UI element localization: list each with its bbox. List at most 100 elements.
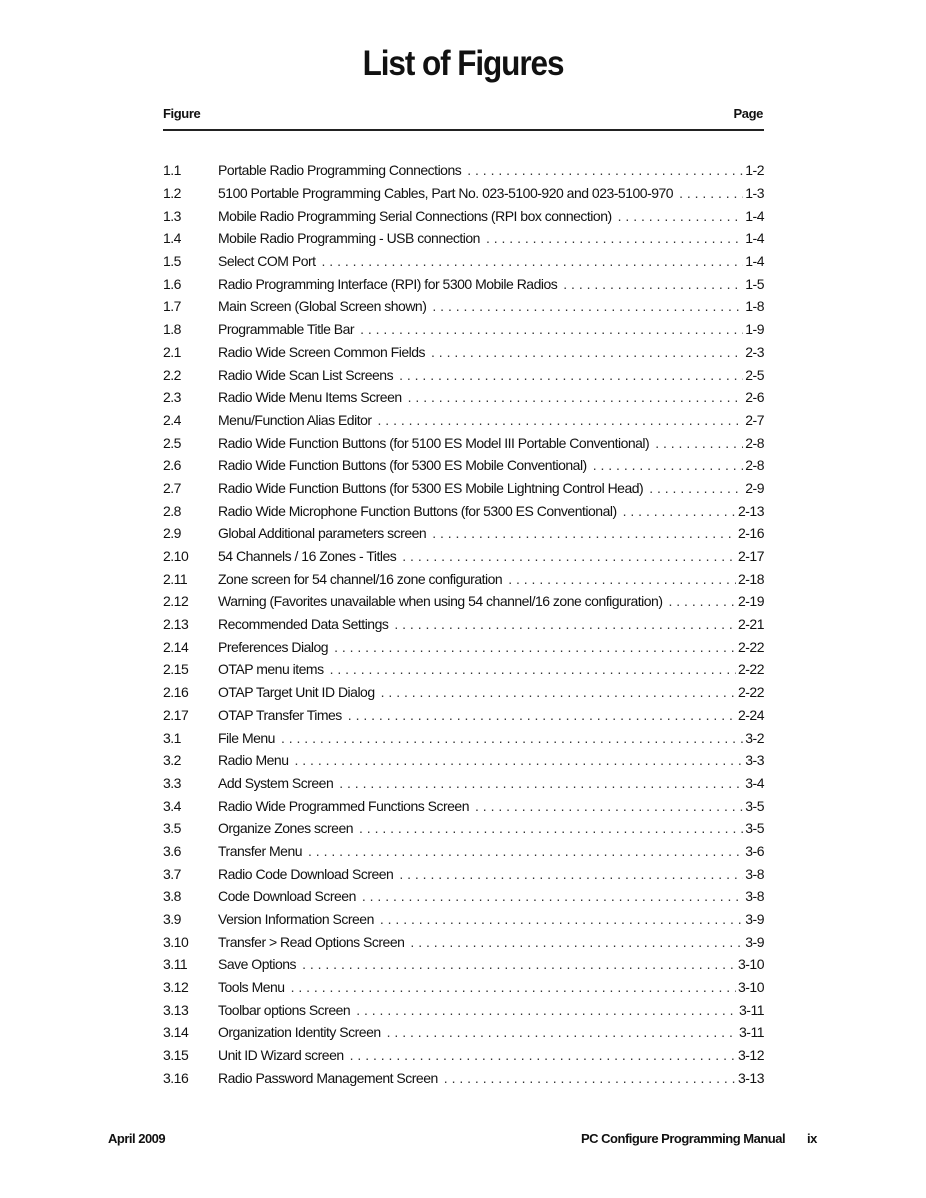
figure-entry[interactable]: 2.1 Radio Wide Screen Common Fields 2-3 (163, 341, 764, 364)
figure-entry[interactable]: 1.2 5100 Portable Programming Cables, Par… (163, 182, 764, 205)
figure-number: 2.16 (163, 684, 189, 701)
dot-leader (281, 730, 743, 746)
footer-date: April 2009 (108, 1131, 166, 1146)
figure-number: 2.5 (163, 434, 181, 451)
figure-entry[interactable]: 2.9 Global Additional parameters screen 2-… (163, 522, 765, 545)
dot-leader (669, 593, 736, 609)
figure-caption: Radio Wide Screen Common Fields (218, 343, 426, 360)
figure-entry[interactable]: 3.14 Organization Identity Screen 3-11 (163, 1021, 764, 1044)
figure-page: 2-5 (745, 366, 764, 383)
figure-entry[interactable]: 2.12 Warning (Favorites unavailable when … (163, 590, 765, 613)
figure-number: 2.9 (163, 525, 181, 542)
figure-page: 1-8 (745, 298, 764, 315)
figure-number: 3.13 (163, 1001, 189, 1018)
figure-page: 1-5 (745, 275, 764, 292)
figure-entry[interactable]: 2.15 OTAP menu items 2-22 (163, 658, 765, 681)
dot-leader (330, 661, 736, 677)
figure-caption: Radio Wide Microphone Function Buttons (… (218, 502, 617, 519)
figure-caption: Menu/Function Alias Editor (218, 411, 372, 428)
figure-entry[interactable]: 2.4 Menu/Function Alias Editor 2-7 (163, 409, 764, 432)
figure-entry[interactable]: 3.6 Transfer Menu 3-6 (163, 840, 764, 863)
figure-caption: Global Additional parameters screen (218, 525, 427, 542)
figure-entry[interactable]: 1.5 Select COM Port 1-4 (163, 250, 764, 273)
figure-entry[interactable]: 3.7 Radio Code Download Screen 3-8 (163, 862, 764, 885)
figure-entry[interactable]: 2.3 Radio Wide Menu Items Screen 2-6 (163, 386, 764, 409)
figure-entry[interactable]: 3.11 Save Options 3-10 (163, 953, 765, 976)
page-column-header: Page (733, 106, 764, 121)
figure-entry[interactable]: 2.5 Radio Wide Function Buttons (for 5100… (163, 431, 764, 454)
figure-list: 1.1 Portable Radio Programming Connection… (163, 159, 765, 1090)
figure-entry[interactable]: 2.6 Radio Wide Function Buttons (for 5300… (163, 454, 764, 477)
figure-page: 3-6 (745, 842, 764, 859)
figure-page: 3-10 (737, 979, 765, 996)
figure-entry[interactable]: 3.4 Radio Wide Programmed Functions Scree… (163, 794, 764, 817)
figure-number: 3.16 (163, 1069, 189, 1086)
dot-leader (399, 866, 743, 882)
figure-number: 2.1 (163, 343, 181, 360)
figure-entry[interactable]: 1.7 Main Screen (Global Screen shown) 1-8 (163, 295, 764, 318)
figure-entry[interactable]: 3.8 Code Download Screen 3-8 (163, 885, 764, 908)
figure-entry[interactable]: 3.3 Add System Screen 3-4 (163, 772, 764, 795)
figure-number: 2.4 (163, 411, 181, 428)
figure-caption: OTAP Transfer Times (218, 706, 342, 723)
figure-number: 3.3 (163, 774, 181, 791)
figure-number: 2.12 (163, 593, 189, 610)
figure-caption: Save Options (218, 956, 297, 973)
figure-entry[interactable]: 2.11 Zone screen for 54 channel/16 zone c… (163, 567, 765, 590)
figure-caption: Radio Wide Scan List Screens (218, 366, 394, 383)
figure-entry[interactable]: 3.5 Organize Zones screen 3-5 (163, 817, 764, 840)
figure-number: 2.3 (163, 389, 181, 406)
figure-caption: Programmable Title Bar (218, 321, 355, 338)
figure-page: 1-4 (745, 207, 764, 224)
figure-entry[interactable]: 3.16 Radio Password Management Screen 3-13 (163, 1067, 765, 1090)
figure-entry[interactable]: 1.1 Portable Radio Programming Connection… (163, 159, 764, 182)
figure-entry[interactable]: 2.2 Radio Wide Scan List Screens 2-5 (163, 363, 764, 386)
footer-page-number: ix (807, 1131, 817, 1146)
figure-number: 1.7 (163, 298, 181, 315)
figure-entry[interactable]: 3.13 Toolbar options Screen 3-11 (163, 998, 764, 1021)
figure-entry[interactable]: 2.10 54 Channels / 16 Zones - Titles 2-17 (163, 545, 765, 568)
figure-caption: 54 Channels / 16 Zones - Titles (218, 548, 397, 565)
figure-page: 3-9 (745, 933, 764, 950)
figure-entry[interactable]: 2.17 OTAP Transfer Times 2-24 (163, 704, 765, 727)
figure-page: 1-4 (745, 253, 764, 270)
figure-entry[interactable]: 2.13 Recommended Data Settings 2-21 (163, 613, 765, 636)
figure-entry[interactable]: 3.15 Unit ID Wizard screen 3-12 (163, 1044, 765, 1067)
figure-number: 1.5 (163, 253, 181, 270)
figure-entry[interactable]: 2.7 Radio Wide Function Buttons (for 5300… (163, 477, 764, 500)
figure-page: 2-3 (745, 343, 764, 360)
figure-page: 3-5 (745, 820, 764, 837)
dot-leader (475, 798, 743, 814)
figure-page: 3-8 (745, 865, 764, 882)
figure-entry[interactable]: 3.10 Transfer > Read Options Screen 3-9 (163, 930, 764, 953)
figure-column-header: Figure (163, 106, 201, 121)
figure-caption: OTAP Target Unit ID Dialog (218, 684, 375, 701)
figure-entry[interactable]: 3.2 Radio Menu 3-3 (163, 749, 764, 772)
figure-caption: Radio Password Management Screen (218, 1069, 438, 1086)
figure-entry[interactable]: 2.16 OTAP Target Unit ID Dialog 2-22 (163, 681, 765, 704)
figure-number: 1.4 (163, 230, 181, 247)
figure-page: 2-22 (737, 638, 765, 655)
figure-entry[interactable]: 1.3 Mobile Radio Programming Serial Conne… (163, 204, 764, 227)
dot-leader (380, 911, 743, 927)
figure-entry[interactable]: 3.9 Version Information Screen 3-9 (163, 908, 764, 931)
figure-entry[interactable]: 3.1 File Menu 3-2 (163, 726, 764, 749)
figure-page: 2-22 (737, 661, 765, 678)
figure-number: 2.8 (163, 502, 181, 519)
figure-caption: Radio Wide Function Buttons (for 5100 ES… (218, 434, 650, 451)
page-title: List of Figures (362, 44, 565, 83)
figure-number: 3.12 (163, 979, 189, 996)
dot-leader (394, 616, 736, 632)
figure-number: 3.8 (163, 888, 181, 905)
dot-leader (339, 775, 743, 791)
figure-caption: Mobile Radio Programming Serial Connecti… (218, 207, 612, 224)
figure-entry[interactable]: 3.12 Tools Menu 3-10 (163, 976, 765, 999)
figure-number: 3.15 (163, 1047, 189, 1064)
figure-entry[interactable]: 2.14 Preferences Dialog 2-22 (163, 635, 765, 658)
figure-entry[interactable]: 1.8 Programmable Title Bar 1-9 (163, 318, 764, 341)
figure-entry[interactable]: 1.4 Mobile Radio Programming - USB connec… (163, 227, 764, 250)
figure-entry[interactable]: 1.6 Radio Programming Interface (RPI) for… (163, 272, 764, 295)
figure-caption: Preferences Dialog (218, 638, 329, 655)
figure-entry[interactable]: 2.8 Radio Wide Microphone Function Button… (163, 499, 765, 522)
